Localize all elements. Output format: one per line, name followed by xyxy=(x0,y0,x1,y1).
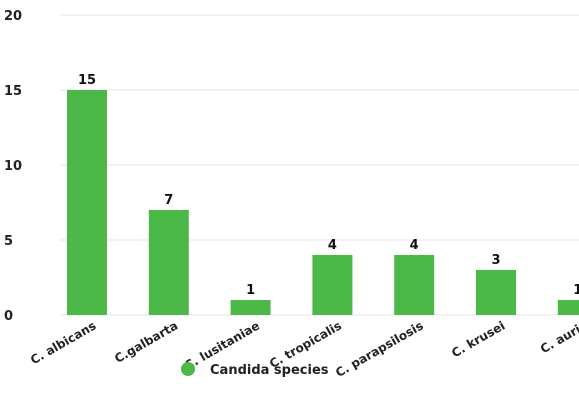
data-label-6: 1 xyxy=(573,283,579,298)
bar-2[interactable] xyxy=(230,300,271,315)
bar-5[interactable] xyxy=(476,270,516,315)
data-label-0: 15 xyxy=(78,73,96,88)
x-tick-label-5: C. krusei xyxy=(449,318,507,360)
x-tick-label-1: C.galbarta xyxy=(112,318,180,365)
bar-1[interactable] xyxy=(148,210,189,315)
data-label-4: 4 xyxy=(410,238,419,253)
y-tick-label-15: 15 xyxy=(4,84,22,99)
bar-6[interactable] xyxy=(557,300,579,315)
legend[interactable]: Candida species xyxy=(181,362,329,378)
bar-3[interactable] xyxy=(312,255,353,315)
x-tick-label-6: C. auris xyxy=(538,318,579,356)
legend-marker xyxy=(181,362,195,376)
bars xyxy=(67,90,579,315)
data-label-5: 3 xyxy=(491,253,500,268)
y-tick-label-0: 0 xyxy=(4,309,13,324)
data-labels: 15 7 1 4 4 3 1 xyxy=(78,73,579,298)
bar-4[interactable] xyxy=(394,255,435,315)
y-axis-ticks: 0 5 10 15 20 xyxy=(4,9,22,324)
x-tick-label-4: C. parapsilosis xyxy=(333,318,426,380)
y-tick-label-10: 10 xyxy=(4,159,22,174)
data-label-2: 1 xyxy=(246,283,255,298)
x-tick-label-0: C. albicans xyxy=(28,318,99,367)
bar-0[interactable] xyxy=(67,90,107,315)
legend-label: Candida species xyxy=(210,363,329,378)
y-tick-label-5: 5 xyxy=(4,234,13,249)
y-tick-label-20: 20 xyxy=(4,9,22,24)
data-label-3: 4 xyxy=(328,238,337,253)
data-label-1: 7 xyxy=(164,193,173,208)
